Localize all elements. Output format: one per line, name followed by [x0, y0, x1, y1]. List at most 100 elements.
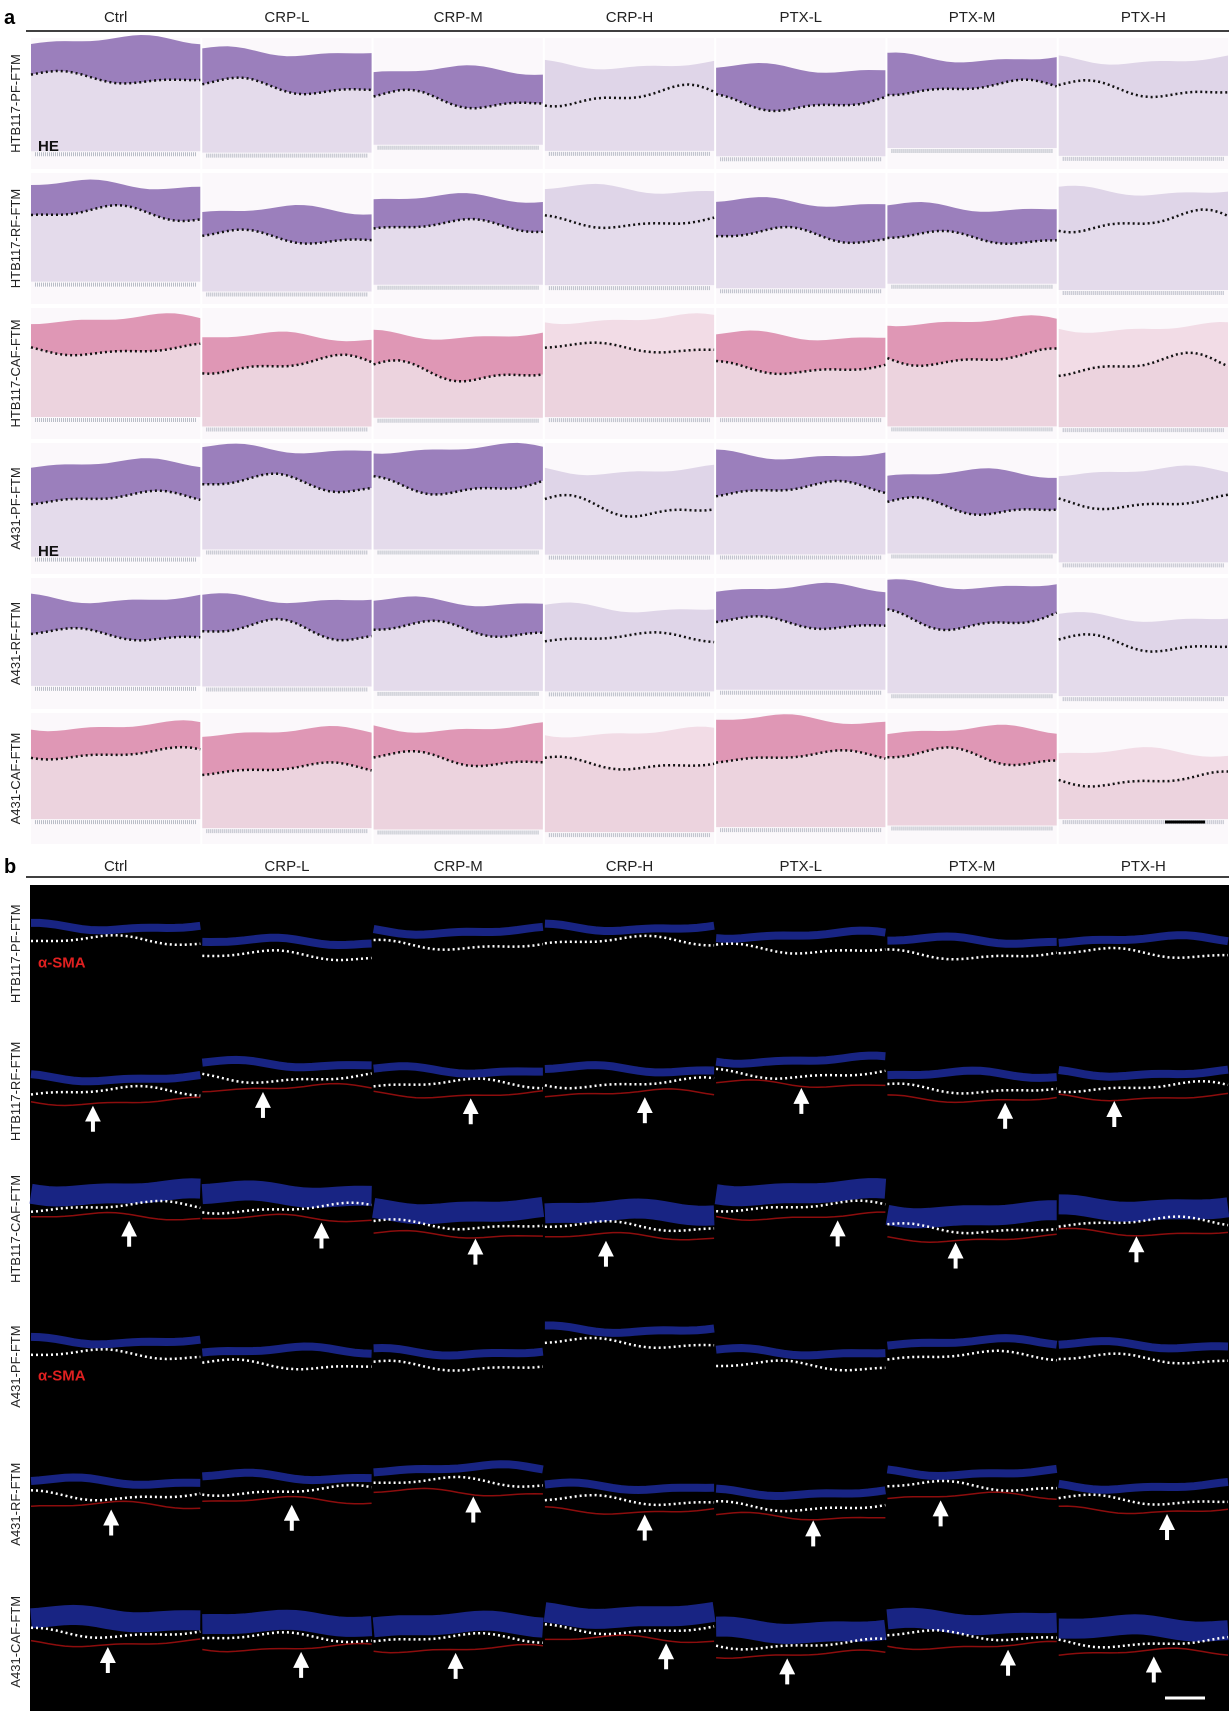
- epidermis: [1058, 612, 1228, 652]
- basement-line: [202, 472, 372, 494]
- column-header: Ctrl: [104, 858, 127, 875]
- nuclei-layer: [714, 1178, 887, 1207]
- column-header: PTX-H: [1121, 858, 1166, 875]
- tissue-image: [373, 713, 543, 844]
- tissue-image: [29, 1178, 201, 1247]
- sma-signal: [716, 1511, 886, 1521]
- basement-line: [202, 353, 373, 376]
- row-label: A431-PF-FTM: [8, 467, 23, 549]
- basement-line: [544, 1336, 715, 1350]
- nuclei-layer: [373, 1062, 543, 1078]
- tissue-image: [715, 443, 886, 574]
- basement-line: [1058, 770, 1229, 788]
- tissue-image: [1058, 1065, 1229, 1128]
- epidermis: [544, 602, 715, 643]
- nuclei-layer: [1058, 1065, 1229, 1081]
- tissue-image: [30, 443, 201, 574]
- tissue-image: [885, 1200, 1057, 1269]
- basement-line: [715, 479, 886, 498]
- tissue-image: [30, 713, 201, 844]
- nuclei-layer: [715, 1343, 886, 1360]
- basement-line: [887, 746, 1057, 767]
- sma-signal: [373, 1089, 543, 1099]
- epidermis: [373, 329, 543, 382]
- tissue-image: [30, 1332, 201, 1361]
- column-header: CRP-H: [606, 9, 654, 26]
- basement-line: [202, 617, 372, 642]
- tissue-image: [372, 1610, 544, 1679]
- stain-label: HE: [38, 543, 59, 560]
- sma-signal: [30, 1638, 201, 1648]
- tissue-image: [715, 713, 886, 844]
- tissue-image: [544, 578, 715, 709]
- tissue-image: [1058, 713, 1229, 844]
- dermis: [31, 628, 201, 686]
- row-label: HTB117-CAF-FTM: [8, 1175, 23, 1283]
- basement-line: [715, 1067, 886, 1080]
- tissue-image: [201, 1342, 372, 1371]
- epidermis: [31, 593, 201, 641]
- nuclei-layer: [201, 1180, 372, 1208]
- nuclei-layer: [202, 933, 372, 950]
- row-label: A431-CAF-FTM: [8, 1596, 23, 1688]
- nuclei-layer: [30, 1473, 201, 1489]
- nuclei-layer: [886, 1464, 1058, 1481]
- dermis: [544, 342, 715, 418]
- basement-line: [1058, 1352, 1229, 1365]
- nuclei-layer: [887, 1066, 1057, 1082]
- nuclei-layer: [201, 1342, 372, 1358]
- tissue-image: [1058, 38, 1229, 169]
- tissue-image: [715, 1051, 886, 1114]
- basement-line: [1058, 1635, 1229, 1649]
- nuclei-layer: [886, 1334, 1058, 1350]
- basement-line: [544, 493, 715, 518]
- sma-signal: [30, 1096, 201, 1107]
- dermis: [887, 609, 1057, 694]
- basement-line: [887, 1349, 1057, 1362]
- tissue-image: [887, 1066, 1057, 1129]
- basement-line: [544, 1219, 715, 1233]
- basement-line: [544, 83, 715, 108]
- nuclei-layer: [202, 1609, 373, 1637]
- sma-signal: [887, 1640, 1057, 1651]
- tissue-image: [1058, 1614, 1229, 1683]
- dermis: [1058, 634, 1228, 697]
- basement-line: [1058, 493, 1229, 511]
- basement-line: [1058, 1079, 1229, 1094]
- nuclei-layer: [202, 1468, 372, 1485]
- sma-signal: [1058, 1092, 1229, 1102]
- nuclei-layer: [885, 1200, 1057, 1229]
- basement-line: [887, 78, 1058, 97]
- row-label: HTB117-RF-FTM: [8, 189, 23, 288]
- tissue-image: [715, 926, 886, 955]
- basement-line: [716, 225, 886, 245]
- dermis: [544, 84, 715, 151]
- tissue-image: [1058, 931, 1229, 960]
- dermis: [544, 495, 715, 555]
- row-label: HTB117-PF-FTM: [8, 54, 23, 153]
- nuclei-layer: [715, 1484, 886, 1501]
- tissue-image: [373, 578, 543, 709]
- dermis: [887, 348, 1057, 427]
- tissue-image: [544, 713, 715, 844]
- row-label: HTB117-CAF-FTM: [8, 319, 23, 427]
- nuclei-layer: [1058, 1194, 1229, 1222]
- sma-signal: [202, 1082, 372, 1093]
- basement-line: [373, 88, 543, 110]
- column-header: PTX-M: [949, 9, 996, 26]
- basement-line: [1058, 1493, 1228, 1506]
- epidermis: [716, 714, 886, 763]
- tissue-image: [544, 38, 715, 169]
- nuclei-layer: [1058, 1478, 1229, 1494]
- epidermis: [716, 330, 886, 374]
- row-label: A431-RF-FTM: [8, 1463, 23, 1546]
- column-header: CRP-L: [264, 858, 309, 875]
- tissue-image: [544, 173, 715, 304]
- sma-signal: [30, 1500, 201, 1510]
- dermis: [373, 219, 543, 285]
- tissue-image: [202, 933, 372, 962]
- column-header: PTX-L: [780, 9, 823, 26]
- dermis: [1058, 80, 1228, 156]
- nuclei-layer: [31, 918, 201, 935]
- stain-label: α-SMA: [38, 1367, 86, 1384]
